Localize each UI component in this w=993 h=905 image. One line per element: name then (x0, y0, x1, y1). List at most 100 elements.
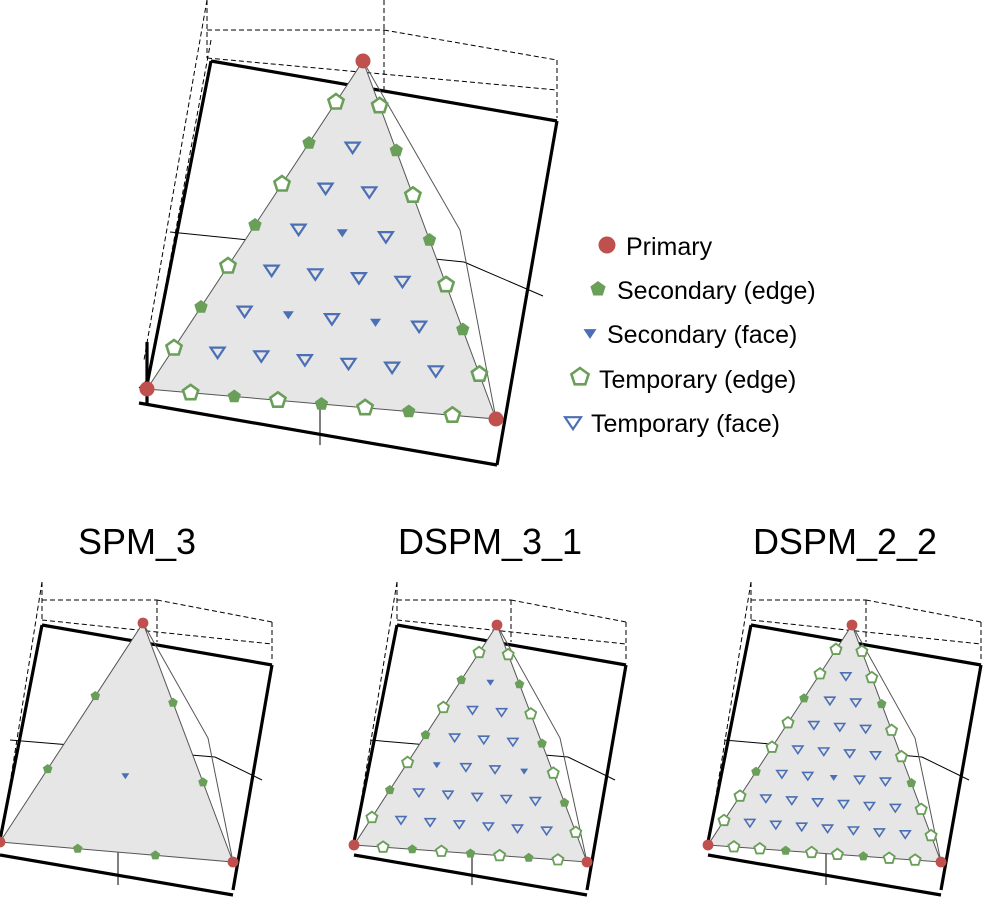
secondary-edge-pentagon-icon (524, 852, 534, 862)
temporary-edge-pentagon-icon (272, 174, 292, 192)
temporary-face-triangle-icon (410, 320, 429, 335)
legend-primary-icon (598, 236, 616, 254)
panel-dspm-3-1 (348, 581, 628, 897)
temporary-face-triangle-icon (775, 769, 789, 780)
secondary-edge-pentagon-icon (72, 843, 83, 853)
panel-spm-3 (0, 581, 274, 897)
temporary-edge-pentagon-icon (914, 802, 928, 815)
temporary-face-triangle-icon (262, 264, 281, 279)
temporary-face-triangle-icon (316, 182, 335, 197)
temporary-face-triangle-icon (208, 346, 227, 361)
temporary-edge-pentagon-icon (765, 740, 779, 753)
legend-label-temporary-face: Temporary (face) (591, 410, 780, 438)
temporary-face-triangle-icon (394, 815, 408, 826)
legend-temporary-face-icon (562, 416, 584, 432)
temporary-face-triangle-icon (295, 354, 314, 368)
temporary-face-triangle-icon (360, 186, 379, 200)
primary-point-icon (581, 856, 593, 868)
dashed-frame-line (865, 599, 982, 623)
temporary-face-triangle-icon (252, 350, 271, 364)
primary-point-icon (846, 619, 858, 631)
temporary-face-triangle-icon (837, 799, 851, 810)
frame-line (585, 664, 628, 891)
primary-point-icon (139, 381, 155, 397)
secondary-edge-pentagon-icon (227, 389, 241, 403)
temporary-edge-pentagon-icon (434, 844, 449, 857)
frame-line (0, 624, 44, 841)
dashed-frame-line (143, 0, 208, 361)
temporary-edge-pentagon-icon (727, 839, 741, 853)
temporary-edge-pentagon-icon (501, 647, 515, 661)
temporary-face-triangle-icon (849, 698, 863, 709)
legend-secondary-edge-icon (590, 281, 606, 296)
temporary-face-triangle-icon (817, 747, 831, 757)
temporary-edge-pentagon-icon (403, 185, 423, 203)
secondary-edge-pentagon-icon (465, 848, 476, 858)
tetrahedron-face (0, 621, 234, 863)
legend-label-temporary-edge: Temporary (edge) (599, 366, 796, 394)
frame-line (145, 60, 213, 386)
secondary-edge-pentagon-icon (402, 404, 416, 418)
frame-line (396, 623, 627, 667)
secondary-edge-pentagon-icon (456, 675, 466, 685)
frame-line (210, 59, 558, 123)
temporary-face-triangle-icon (376, 231, 395, 245)
temporary-face-triangle-icon (872, 828, 886, 838)
temporary-edge-pentagon-icon (355, 398, 375, 416)
temporary-face-triangle-icon (488, 765, 502, 775)
temporary-face-triangle-icon (853, 775, 867, 786)
legend-label-secondary-face: Secondary (face) (607, 321, 797, 349)
temporary-face-triangle-icon (795, 822, 809, 833)
secondary-edge-pentagon-icon (385, 785, 395, 795)
temporary-face-triangle-icon (499, 794, 513, 805)
temporary-face-triangle-icon (452, 820, 466, 830)
temporary-edge-pentagon-icon (781, 715, 795, 729)
secondary-edge-pentagon-icon (559, 797, 570, 807)
primary-point-icon (348, 839, 360, 851)
primary-point-icon (702, 839, 714, 851)
frame-line (463, 261, 544, 297)
temporary-edge-pentagon-icon (470, 364, 489, 383)
temporary-edge-pentagon-icon (443, 405, 462, 424)
temporary-edge-pentagon-icon (376, 840, 390, 853)
secondary-edge-pentagon-icon (420, 730, 431, 740)
secondary-edge-pentagon-icon (456, 322, 470, 336)
temporary-face-triangle-icon (807, 720, 821, 731)
secondary-face-triangle-icon (520, 768, 529, 775)
temporary-face-triangle-icon (743, 818, 757, 829)
temporary-edge-pentagon-icon (884, 723, 899, 736)
frame-line (706, 624, 753, 843)
secondary-edge-pentagon-icon (799, 693, 809, 703)
temporary-face-triangle-icon (495, 707, 509, 718)
secondary-edge-pentagon-icon (389, 143, 403, 157)
temporary-face-triangle-icon (833, 722, 847, 733)
dashed-frame-line (383, 29, 558, 61)
temporary-face-triangle-icon (785, 796, 799, 806)
temporary-face-triangle-icon (540, 826, 554, 837)
frame-line (0, 853, 234, 897)
secondary-edge-pentagon-icon (150, 850, 161, 860)
primary-point-icon (488, 411, 504, 427)
temporary-face-triangle-icon (769, 820, 783, 831)
secondary-face-triangle-icon (370, 318, 381, 327)
temporary-face-triangle-icon (898, 830, 912, 840)
temporary-face-triangle-icon (846, 826, 860, 836)
tetrahedron-side-edge (496, 624, 588, 863)
frame-line (353, 853, 588, 897)
temporary-face-triangle-icon (412, 788, 426, 799)
temporary-face-triangle-icon (448, 733, 462, 744)
temporary-edge-pentagon-icon (436, 700, 450, 714)
secondary-edge-pentagon-icon (42, 764, 53, 774)
secondary-face-triangle-icon (432, 762, 441, 769)
temporary-face-triangle-icon (393, 275, 412, 290)
temporary-face-triangle-icon (759, 794, 773, 804)
secondary-edge-pentagon-icon (858, 851, 869, 861)
temporary-edge-pentagon-icon (924, 828, 938, 842)
temporary-face-triangle-icon (843, 749, 857, 759)
temporary-face-triangle-icon (459, 762, 473, 773)
temporary-edge-pentagon-icon (546, 766, 560, 779)
temporary-edge-pentagon-icon (829, 642, 843, 656)
temporary-face-triangle-icon (511, 824, 524, 835)
panel-title-spm-3: SPM_3 (78, 521, 196, 562)
